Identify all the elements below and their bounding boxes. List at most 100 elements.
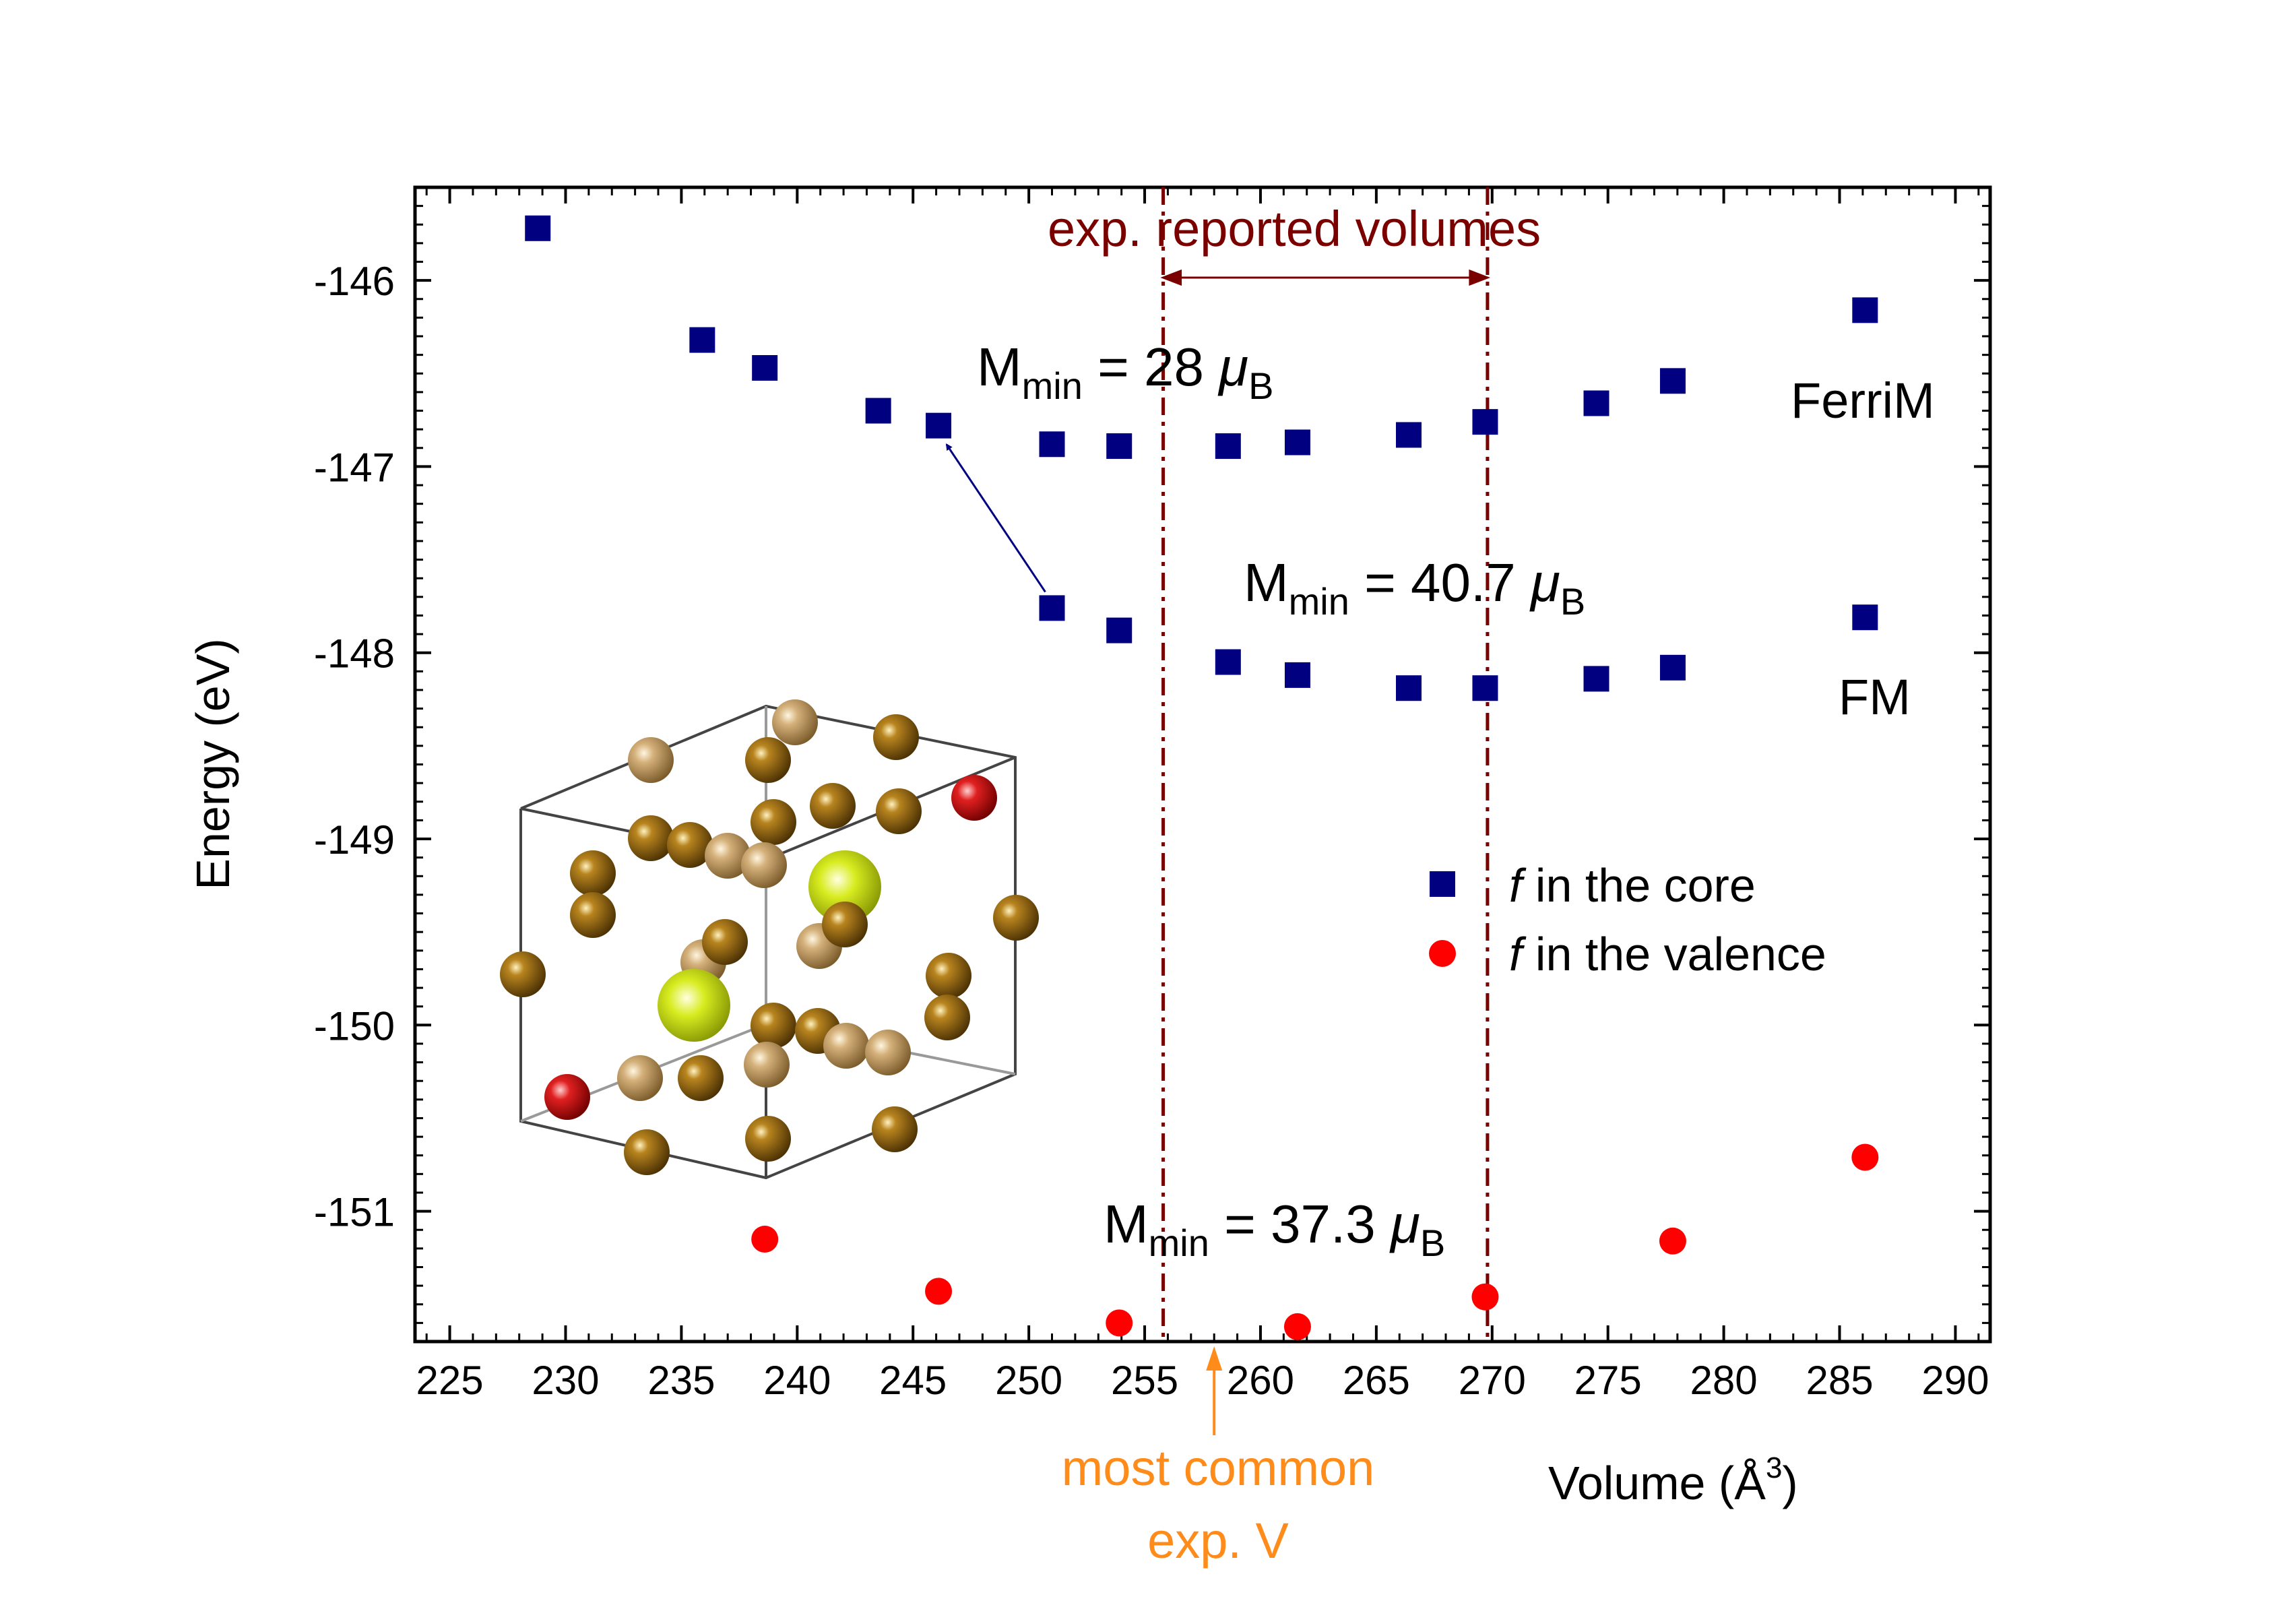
brown-atom (702, 919, 748, 965)
legend-valence-marker (1429, 940, 1456, 967)
y-axis-ticks (415, 186, 1990, 1343)
x-tick-label: 225 (416, 1358, 484, 1403)
x-axis-title: Volume (Å3) (1548, 1451, 1798, 1509)
y-axis-tick-labels: -146 -147 -148 -149 -150 -151 (314, 259, 395, 1234)
red-atom (951, 775, 997, 821)
brown-atom (993, 895, 1039, 941)
y-tick-label: -147 (314, 445, 395, 490)
valence-data-point (1106, 1309, 1133, 1337)
brown-atom (876, 788, 922, 834)
valence-data-point (1659, 1227, 1686, 1255)
core-data-point (1039, 431, 1065, 458)
core-data-point (1396, 422, 1422, 448)
brown-atom (810, 783, 856, 829)
brown-atom (570, 892, 616, 938)
legend-core-label: f in the core (1509, 859, 1756, 912)
x-tick-label: 235 (647, 1358, 715, 1403)
x-tick-label: 275 (1574, 1358, 1642, 1403)
valence-data-point (1471, 1283, 1499, 1311)
core-data-point (1215, 433, 1241, 460)
x-tick-label: 245 (879, 1358, 947, 1403)
valence-data-point (1851, 1143, 1879, 1171)
core-data-point (1659, 368, 1686, 394)
x-tick-label: 265 (1343, 1358, 1410, 1403)
y-tick-label: -149 (314, 817, 395, 862)
y-tick-label: -146 (314, 259, 395, 304)
brown-atom (744, 1042, 790, 1088)
brown-atom (678, 1055, 724, 1101)
crystal-structure-inset (500, 699, 1039, 1180)
atoms (500, 699, 1039, 1175)
m-min-fm-annotation: Mmin = 40.7 μB (1244, 553, 1585, 623)
legend-valence-label: f in the valence (1509, 928, 1826, 980)
legend: f in the core f in the valence (1429, 859, 1826, 980)
core-data-point (525, 215, 551, 241)
most-common-label-line1: most common (1062, 1440, 1375, 1496)
exp-volume-range-lines (1161, 187, 1490, 1342)
brown-atom (500, 951, 546, 997)
core-data-point (1215, 649, 1241, 675)
core-data-point (1472, 675, 1498, 701)
core-data-point (1106, 617, 1133, 643)
brown-atom (745, 737, 791, 783)
exp-range-double-arrow (1160, 269, 1491, 286)
core-data-point (1583, 390, 1609, 416)
core-data-point (1284, 662, 1310, 688)
brown-atom (741, 842, 787, 888)
m-min-ferrim-annotation: Mmin = 28 μB (977, 337, 1273, 407)
y-axis-title: Energy (eV) (187, 638, 239, 889)
brown-atom (924, 995, 970, 1040)
valence-data-point (925, 1278, 953, 1305)
core-data-point (1284, 429, 1310, 455)
brown-atom (865, 1030, 911, 1075)
core-data-point (752, 355, 778, 381)
brown-atom (570, 850, 616, 896)
core-data-point (1852, 297, 1878, 323)
brown-atom (926, 953, 971, 999)
brown-atom (705, 833, 751, 879)
core-data-point (689, 327, 715, 353)
brown-atom (745, 1116, 791, 1162)
brown-atom (873, 714, 919, 760)
core-data-point (1583, 666, 1609, 692)
brown-atom (772, 699, 818, 745)
y-tick-label: -148 (314, 631, 395, 677)
legend-core-marker (1430, 871, 1455, 897)
x-axis-ticks (425, 187, 1980, 1342)
brown-atom (823, 1023, 869, 1069)
brown-atom (628, 737, 674, 783)
most-common-exp-v-arrow (1206, 1346, 1223, 1435)
brown-atom (667, 822, 713, 868)
core-data-point (865, 398, 891, 424)
core-data-point (1106, 433, 1133, 460)
core-data-point (1396, 675, 1422, 701)
x-tick-label: 230 (532, 1358, 599, 1403)
valence-data-point (751, 1226, 779, 1253)
x-tick-label: 290 (1921, 1358, 1989, 1403)
red-atom (544, 1074, 590, 1120)
x-tick-label: 270 (1459, 1358, 1526, 1403)
brown-atom (628, 815, 674, 861)
x-tick-label: 280 (1690, 1358, 1758, 1403)
brown-atom (872, 1106, 918, 1152)
valence-data-point (1283, 1313, 1311, 1340)
ferrim-label: FerriM (1791, 373, 1935, 429)
transition-arrow (945, 443, 1046, 593)
x-tick-label: 255 (1111, 1358, 1178, 1403)
core-data-point (1852, 604, 1878, 631)
y-tick-label: -151 (314, 1190, 395, 1235)
core-data-point (1472, 409, 1498, 435)
fm-label: FM (1839, 669, 1911, 725)
core-data-point (926, 412, 952, 439)
x-axis-tick-labels: 225 230 235 240 245 250 255 260 265 270 275 280 285 2… (416, 1358, 1989, 1403)
x-tick-label: 285 (1806, 1358, 1873, 1403)
x-tick-label: 260 (1227, 1358, 1294, 1403)
brown-atom (822, 902, 868, 947)
brown-atom (624, 1129, 670, 1175)
brown-atom (617, 1055, 663, 1101)
brown-atom (751, 1003, 796, 1048)
core-data-point (1039, 595, 1065, 621)
data-markers (525, 215, 1879, 1340)
y-tick-label: -150 (314, 1003, 395, 1048)
